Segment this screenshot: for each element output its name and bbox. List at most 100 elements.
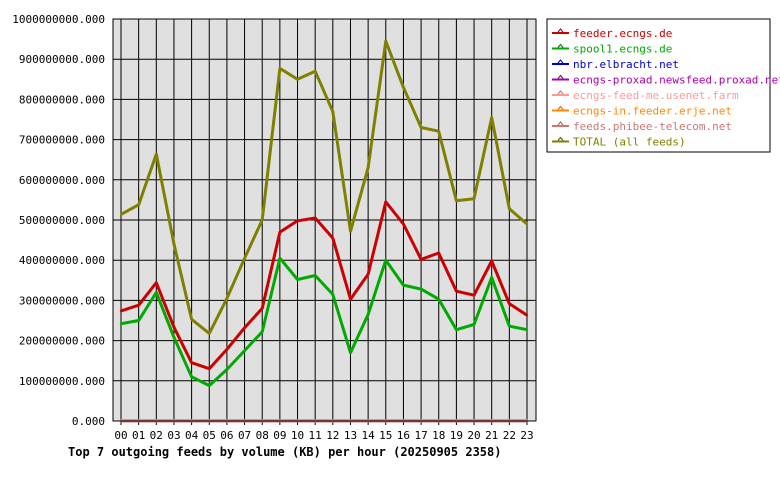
series-1-point-7 (243, 349, 246, 352)
plot-border (112, 18, 537, 422)
y-tick-label-1: 100000000.000 (19, 375, 105, 388)
x-tick-label-14: 14 (362, 429, 376, 442)
legend-box (546, 18, 771, 153)
x-tick-label-6: 06 (220, 429, 233, 442)
series-7-point-1 (137, 203, 140, 206)
x-tick-label-19: 19 (450, 429, 463, 442)
series-0-point-4 (190, 361, 193, 364)
legend-label-1: spool1.ecngs.de (573, 43, 672, 56)
series-0-point-1 (137, 304, 140, 307)
x-tick-label-23: 23 (520, 429, 533, 442)
y-tick-label-2: 200000000.000 (19, 335, 105, 348)
series-7-point-5 (208, 332, 211, 335)
y-tick-label-8: 800000000.000 (19, 93, 105, 106)
series-1-point-17 (419, 287, 423, 291)
series-0-point-12 (331, 236, 335, 240)
series-line-1 (120, 256, 528, 388)
series-7-point-4 (190, 318, 193, 321)
x-tick-label-7: 07 (238, 429, 251, 442)
legend-marker-1 (557, 43, 564, 48)
y-tick-label-0: 0.000 (72, 415, 105, 428)
series-0-point-23 (525, 314, 529, 317)
legend-label-3: ecngs-proxad.newsfeed.proxad.net (573, 74, 780, 87)
x-tick-label-22: 22 (503, 429, 516, 442)
series-1-point-15 (384, 259, 387, 262)
series-0-point-2 (155, 281, 158, 284)
series-0-point-16 (402, 222, 405, 226)
series-0-point-11 (313, 216, 317, 220)
y-tick-label-10: 1000000000.000 (12, 13, 105, 26)
legend-label-5: ecngs-in.feeder.erje.net (573, 105, 732, 118)
series-7-point-9 (278, 67, 282, 70)
x-tick-label-0: 00 (114, 429, 127, 442)
chart-title: Top 7 outgoing feeds by volume (KB) per … (68, 445, 501, 459)
series-1-point-8 (261, 330, 264, 333)
series-1-point-20 (472, 323, 476, 326)
series-1-point-23 (525, 328, 529, 331)
x-tick-label-1: 01 (132, 429, 145, 442)
legend: feeder.ecngs.de spool1.ecngs.de nbr.elbrac… (546, 18, 780, 153)
series-1-point-18 (437, 297, 440, 301)
series-7-point-17 (419, 126, 423, 129)
legend-marker-7 (557, 136, 564, 141)
legend-marker-3 (557, 74, 564, 79)
series-7-point-0 (119, 213, 123, 216)
series-line-0 (120, 200, 528, 371)
series-0-point-22 (508, 302, 511, 305)
x-tick-label-3: 03 (167, 429, 180, 442)
series-line-7 (120, 39, 528, 335)
series-1-point-13 (349, 351, 352, 354)
series-1-point-10 (296, 278, 299, 281)
series-7-point-15 (384, 39, 387, 43)
series-0-point-18 (437, 251, 440, 255)
series-7-point-23 (525, 222, 529, 226)
series-0-point-15 (384, 200, 387, 204)
x-tick-label-20: 20 (467, 429, 480, 442)
legend-marker-5 (557, 105, 564, 110)
series-7-point-12 (331, 110, 335, 113)
series-7-point-2 (155, 152, 158, 156)
legend-marker-6 (557, 121, 564, 126)
series-0-point-17 (419, 258, 423, 261)
series-0-point-6 (225, 348, 229, 351)
series-0-point-5 (208, 367, 211, 370)
x-tick-label-11: 11 (309, 429, 322, 442)
series-7-point-22 (508, 207, 511, 210)
series-7-point-10 (296, 78, 299, 81)
series-7-point-16 (402, 86, 405, 89)
series-7-point-21 (490, 116, 493, 119)
y-tick-label-6: 600000000.000 (19, 174, 105, 187)
x-tick-label-21: 21 (485, 429, 498, 442)
series-1-point-4 (190, 375, 193, 378)
series-7-point-3 (172, 242, 176, 246)
series-0-point-19 (455, 289, 458, 293)
series-7-point-6 (225, 297, 229, 300)
legend-label-7: TOTAL (all feeds) (573, 136, 686, 149)
series-0-point-21 (490, 259, 493, 263)
series-7-point-13 (349, 230, 352, 233)
y-tick-label-5: 500000000.000 (19, 214, 105, 227)
x-axis-ticks: 00 01 02 03 04 05 06 07 08 09 10 11 12 13 14 15 16 17 18 19… (114, 421, 534, 442)
x-tick-label-16: 16 (397, 429, 410, 442)
legend-label-6: feeds.phibee-telecom.net (573, 120, 732, 133)
series-0-point-8 (261, 307, 264, 310)
series-1-point-1 (137, 319, 140, 322)
series-7-point-7 (243, 256, 246, 260)
x-tick-label-9: 09 (273, 429, 286, 442)
series-1-point-0 (119, 322, 123, 325)
y-tick-label-4: 400000000.000 (19, 254, 105, 267)
series-1-point-11 (313, 274, 317, 277)
series-0-point-14 (366, 273, 370, 276)
series-1-point-21 (490, 276, 493, 279)
x-tick-label-2: 02 (150, 429, 163, 442)
y-axis-ticks: 0.000 100000000.000 200000000.000 300000000… (12, 13, 105, 428)
y-tick-label-3: 300000000.000 (19, 294, 105, 307)
series-0-point-0 (119, 309, 123, 313)
legend-marker-2 (557, 59, 564, 64)
series-7-point-11 (313, 70, 317, 73)
x-tick-label-12: 12 (326, 429, 339, 442)
series-1-point-16 (402, 283, 405, 287)
x-tick-label-4: 04 (185, 429, 199, 442)
series-1-point-22 (508, 324, 511, 328)
